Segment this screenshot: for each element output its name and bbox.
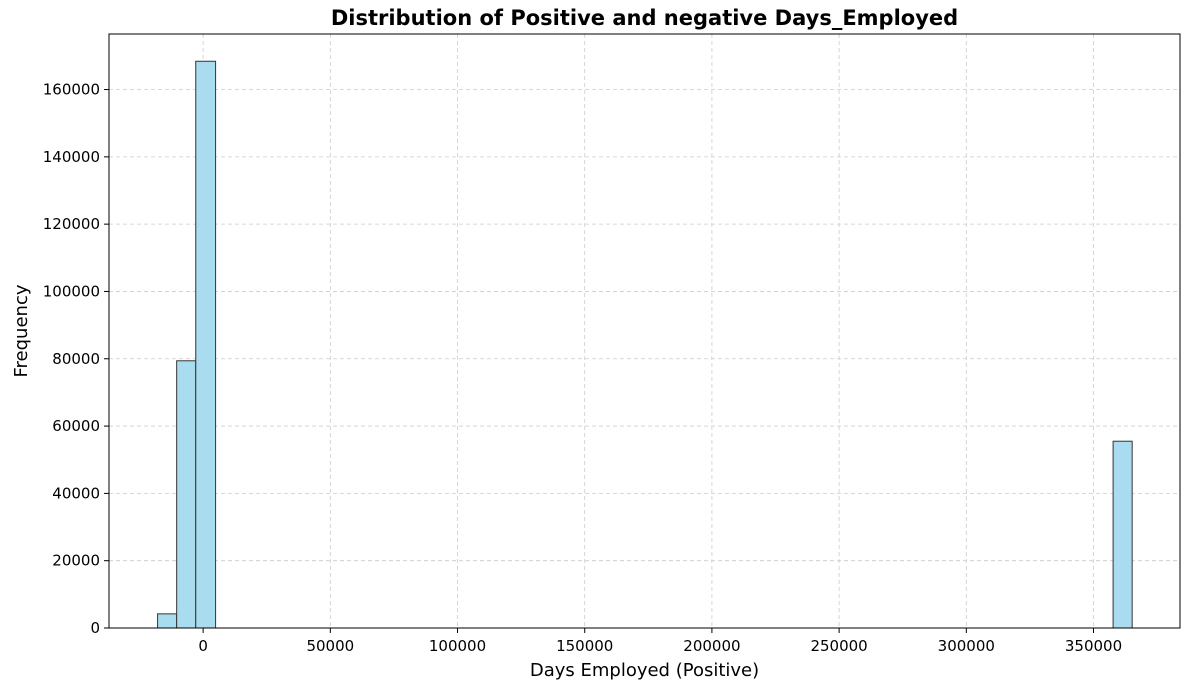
grid-layer bbox=[109, 34, 1180, 629]
histogram-bar bbox=[157, 613, 178, 629]
x-axis-ticks: 0 50000 100000 150000 200000 250000 300000 3500… bbox=[198, 628, 1122, 655]
y-tick-label: 140000 bbox=[43, 148, 100, 166]
histogram-bar bbox=[1112, 440, 1133, 629]
y-tick-label: 40000 bbox=[52, 484, 100, 502]
y-tick-label: 80000 bbox=[52, 350, 100, 368]
y-tick-label: 0 bbox=[90, 619, 100, 637]
x-tick-label: 100000 bbox=[429, 637, 486, 655]
x-tick-label: 0 bbox=[198, 637, 208, 655]
y-tick-label: 120000 bbox=[43, 215, 100, 233]
y-axis-ticks: 0 20000 40000 60000 80000 100000 120000 140000 1… bbox=[43, 81, 109, 637]
bars-layer bbox=[157, 60, 1133, 629]
x-tick-label: 350000 bbox=[1065, 637, 1122, 655]
plot-frame bbox=[108, 33, 1181, 629]
x-tick-label: 50000 bbox=[306, 637, 354, 655]
histogram-bar bbox=[176, 360, 197, 629]
y-tick-label: 100000 bbox=[43, 282, 100, 300]
x-tick-label: 300000 bbox=[938, 637, 995, 655]
x-axis-label: Days Employed (Positive) bbox=[530, 660, 759, 681]
y-tick-label: 60000 bbox=[52, 417, 100, 435]
histogram-bar bbox=[195, 60, 217, 629]
y-tick-label: 20000 bbox=[52, 552, 100, 570]
y-axis-label: Frequency bbox=[11, 284, 32, 377]
x-tick-label: 250000 bbox=[810, 637, 867, 655]
chart-title: Distribution of Positive and negative Da… bbox=[331, 6, 958, 30]
x-tick-label: 150000 bbox=[556, 637, 613, 655]
x-tick-label: 200000 bbox=[683, 637, 740, 655]
y-tick-label: 160000 bbox=[43, 81, 100, 99]
